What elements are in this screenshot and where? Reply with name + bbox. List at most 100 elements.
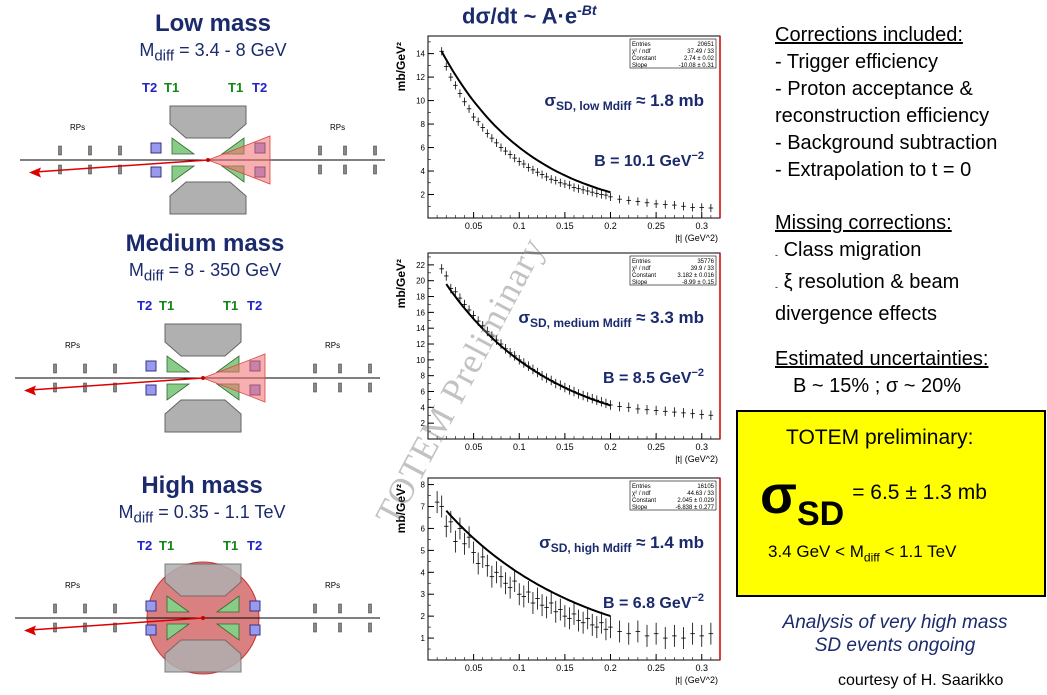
- t2-label-right: T2: [247, 298, 262, 313]
- plot-title-sup: -Bt: [577, 2, 597, 18]
- data-point: [548, 175, 554, 184]
- x-tick-label: 0.25: [647, 663, 665, 673]
- data-point: [475, 552, 481, 575]
- data-point: [539, 170, 545, 179]
- data-point: [599, 190, 604, 199]
- y-tick-label: 16: [416, 308, 425, 317]
- data-point: [544, 172, 549, 182]
- rp-label-left: RPs: [65, 581, 80, 590]
- stats-value: 39.9 / 33: [691, 266, 715, 272]
- x-tick-label: 0.2: [604, 221, 617, 231]
- data-point: [562, 605, 568, 628]
- range-sub: diff: [863, 550, 880, 565]
- data-point: [457, 89, 463, 98]
- stats-label: Entries: [632, 259, 651, 265]
- data-point: [681, 408, 686, 418]
- data-point: [653, 622, 659, 645]
- y-tick-label: 14: [416, 324, 425, 333]
- stats-value: -10.08 ± 0.31: [679, 63, 715, 69]
- x-tick-label: 0.1: [513, 221, 526, 231]
- roman-pot: [338, 382, 342, 393]
- roman-pot: [343, 145, 347, 156]
- y-tick-label: 8: [421, 372, 426, 381]
- sigma-annotation: σSD, low Mdiff ≈ 1.8 mb: [544, 91, 704, 113]
- roman-pot: [53, 363, 57, 374]
- t1-label-left: T1: [164, 80, 179, 95]
- data-point: [603, 190, 609, 200]
- slope-annotation: B = 10.1 GeV−2: [594, 150, 704, 170]
- t2-label-left: T2: [142, 80, 157, 95]
- roman-pot: [113, 363, 117, 374]
- data-point: [507, 150, 513, 159]
- y-tick-label: 1: [421, 634, 426, 643]
- data-point: [439, 47, 444, 56]
- y-tick-label: 20: [416, 277, 425, 286]
- data-point: [485, 554, 490, 577]
- stats-value: -8.99 ± 0.15: [682, 280, 715, 286]
- diffractive-cone: [201, 353, 266, 403]
- data-point: [662, 627, 668, 650]
- proton-arrow-icon: [24, 385, 36, 396]
- sigma-symbol: σ: [760, 465, 797, 525]
- uncertainties-text: B ~ 15% ; σ ~ 20%: [793, 375, 961, 397]
- roman-pot: [53, 603, 57, 614]
- data-point: [462, 97, 467, 106]
- y-tick-label: 3: [421, 590, 426, 599]
- stats-value: 44.63 / 33: [687, 491, 714, 497]
- roman-pot: [338, 363, 342, 374]
- data-point: [708, 410, 714, 421]
- data-point: [475, 117, 481, 126]
- data-point: [553, 600, 559, 623]
- data-point: [617, 620, 622, 643]
- t2-detector: [249, 600, 261, 612]
- y-tick-label: 12: [416, 340, 425, 349]
- data-point: [439, 264, 444, 274]
- data-point: [576, 184, 581, 193]
- data-point: [439, 495, 444, 518]
- roman-pot: [88, 145, 92, 156]
- rp-label-right: RPs: [325, 341, 340, 350]
- yoke-bottom: [164, 399, 242, 433]
- stats-label: χ² / ndf: [632, 491, 651, 497]
- fit-curve: [440, 51, 611, 194]
- rp-label-right: RPs: [330, 123, 345, 132]
- data-point: [690, 622, 695, 645]
- x-tick-label: 0.3: [695, 221, 708, 231]
- data-point: [453, 81, 458, 90]
- roman-pot: [83, 363, 87, 374]
- data-point: [548, 592, 554, 614]
- corrections-item: - Proton acceptance &: [775, 78, 973, 100]
- data-point: [608, 616, 613, 639]
- y-tick-label: 4: [421, 568, 426, 577]
- data-point: [690, 408, 695, 419]
- missing-item-text: ξ resolution & beam: [783, 271, 960, 293]
- data-point: [489, 134, 495, 143]
- uncertainties-block: Estimated uncertainties: B ~ 15% ; σ ~ 2…: [775, 346, 988, 400]
- y-axis-label: mb/GeV²: [394, 259, 408, 308]
- data-point: [507, 576, 513, 599]
- stats-label: Constant: [632, 273, 656, 279]
- mdiff-label: M: [118, 502, 134, 522]
- stats-box: Entries 35776 χ² / ndf 39.9 / 33 Constant 3.1…: [629, 255, 717, 286]
- y-tick-label: 22: [416, 261, 425, 270]
- data-point: [599, 611, 604, 634]
- roman-pot: [373, 145, 377, 156]
- t2-detector: [150, 142, 162, 154]
- data-point: [521, 159, 527, 169]
- data-point: [521, 585, 527, 608]
- stats-label: Slope: [632, 63, 648, 69]
- x-tick-label: 0.15: [556, 663, 574, 673]
- data-point: [498, 143, 504, 152]
- plot-title: dσ/dt ~ A·e-Bt: [462, 2, 597, 29]
- roman-pot: [368, 363, 372, 374]
- data-point: [494, 561, 499, 584]
- data-point: [635, 404, 641, 414]
- roman-pot: [368, 382, 372, 393]
- y-tick-label: 7: [421, 503, 426, 512]
- interaction-point: [201, 616, 205, 620]
- stats-label: Entries: [632, 484, 651, 490]
- t2-label-right: T2: [247, 538, 262, 553]
- t1-detector: [166, 355, 191, 373]
- data-point: [539, 594, 545, 617]
- stats-value: 37.49 / 33: [687, 49, 714, 55]
